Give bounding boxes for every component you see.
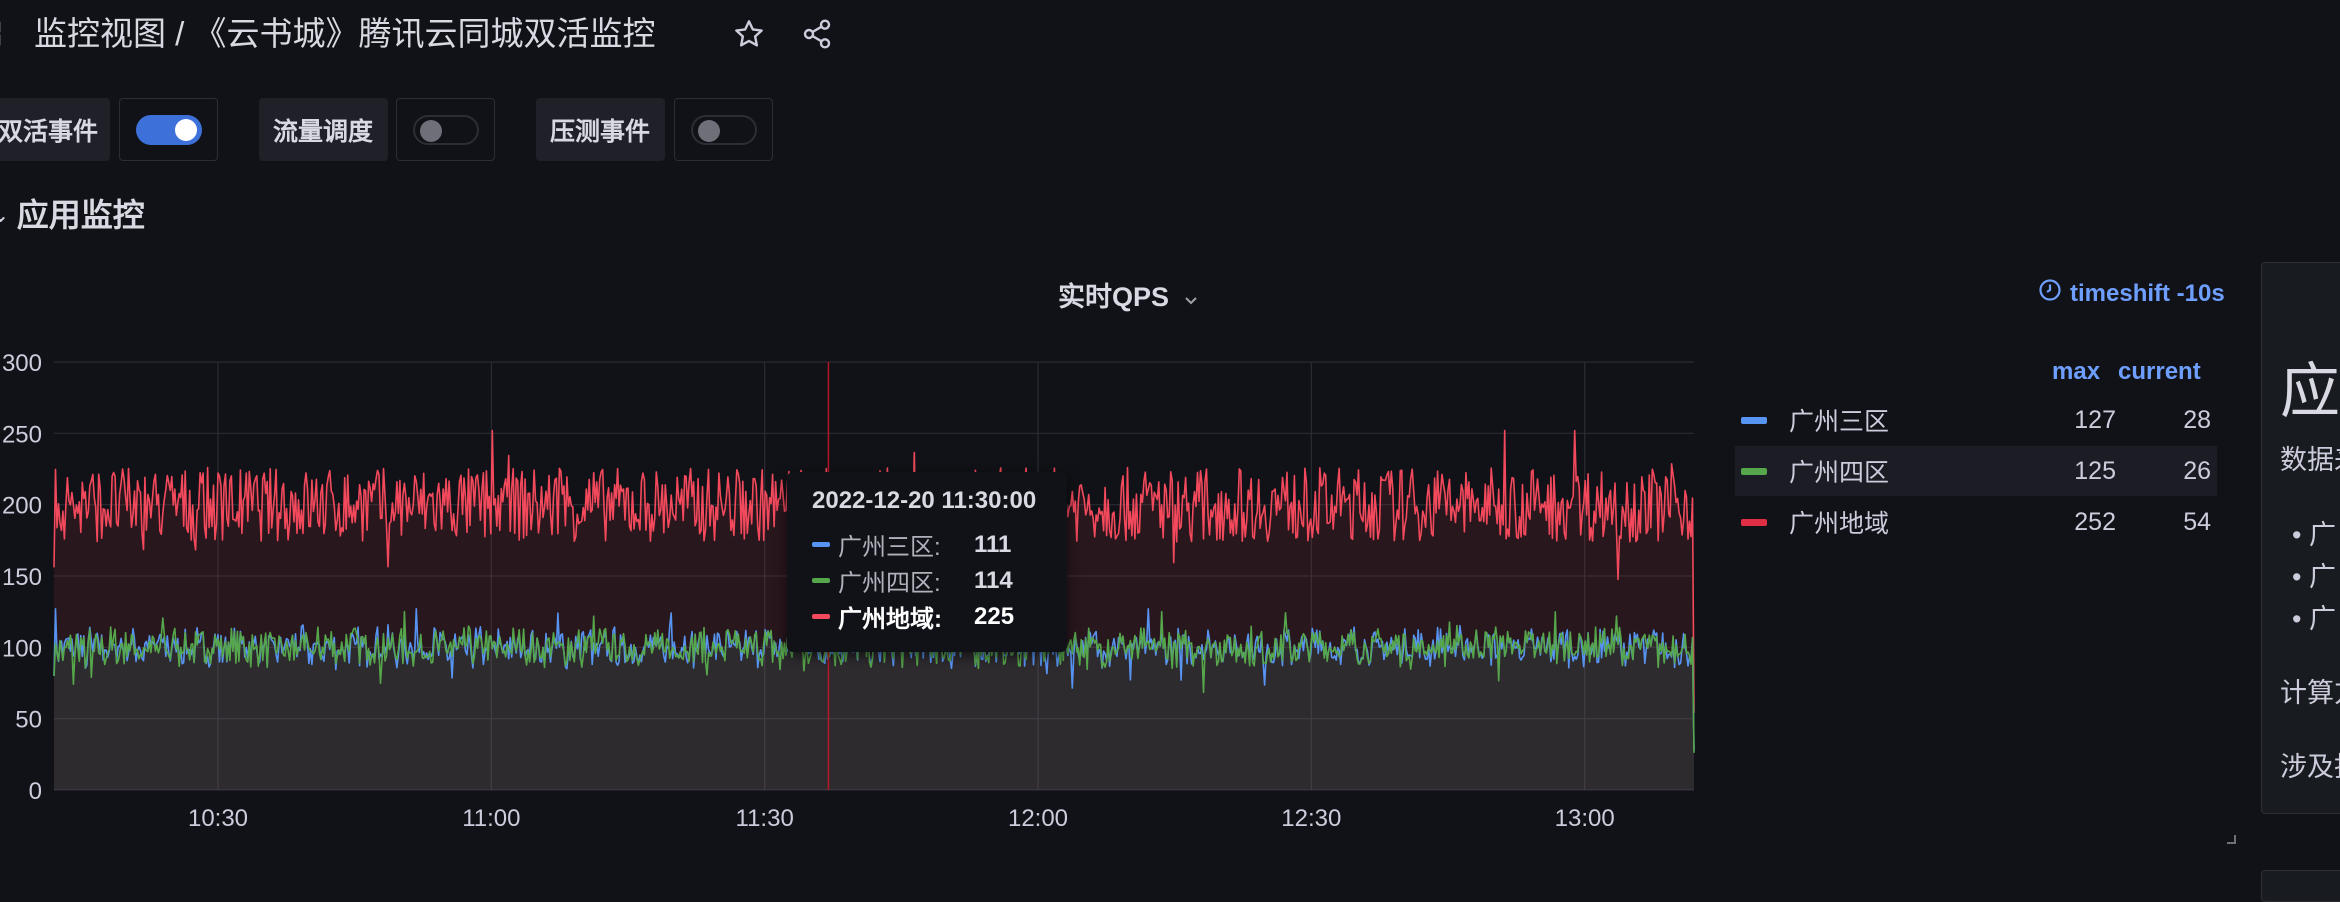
variable-label-traffic-scheduling: 流量调度: [259, 98, 388, 161]
toggle-switch[interactable]: [691, 115, 757, 145]
text-panel-app-description: 应用 数据来 • 广 • 广 • 广 计算方 涉及指: [2261, 262, 2340, 814]
chart-tooltip: 2022-12-20 11:30:00 广州三区: 111 广州四区: 114 …: [787, 472, 1067, 652]
panel-title[interactable]: 实时QPS: [1058, 275, 1199, 314]
legend-swatch: [1741, 467, 1767, 475]
legend-swatch: [1741, 518, 1767, 526]
legend-series-name: 广州三区: [1789, 408, 1890, 436]
y-axis-ticks: 300 250 200 150 100 50 0: [2, 350, 42, 805]
y-tick-label: 50: [15, 707, 42, 734]
legend-swatch: [1741, 416, 1767, 424]
x-tick-label: 12:00: [1008, 805, 1068, 832]
tooltip-swatch: [812, 578, 830, 583]
timeshift-text: timeshift -10s: [2070, 279, 2225, 307]
legend-current-value: 54: [2183, 507, 2211, 536]
panel-title-text: 实时QPS: [1058, 282, 1170, 312]
tooltip-value: 111: [974, 530, 1012, 558]
y-tick-label: 200: [2, 493, 42, 520]
row-header-app-monitoring[interactable]: ⌄ 应用监控: [0, 190, 145, 236]
chevron-down-icon: ⌄: [0, 205, 9, 227]
text-panel-list-item: • 广: [2292, 604, 2336, 634]
tooltip-series-name: 广州三区:: [838, 534, 941, 561]
y-tick-label: 100: [2, 635, 42, 662]
toggle-switch[interactable]: [413, 115, 479, 145]
panel-stub: [2261, 870, 2340, 902]
chevron-down-icon: [1183, 283, 1199, 314]
legend-header-current[interactable]: current: [2118, 358, 2201, 385]
tooltip-value: 114: [974, 566, 1013, 594]
text-panel-line: 涉及指: [2280, 752, 2340, 782]
legend-item-guangzhou-3[interactable]: 广州三区 127 28: [1735, 395, 2217, 445]
toggle-knob: [175, 119, 197, 141]
chart-grid: [54, 361, 1694, 791]
x-tick-label: 10:30: [188, 805, 248, 832]
legend-series-name: 广州四区: [1789, 459, 1890, 487]
tooltip-row: 广州三区: 111: [812, 527, 1011, 562]
y-tick-label: 250: [2, 421, 42, 448]
tooltip-value: 225: [974, 602, 1015, 630]
text-panel-line: 数据来: [2280, 445, 2340, 475]
legend-item-guangzhou-4[interactable]: 广州四区 125 26: [1735, 446, 2217, 496]
legend-max-value: 252: [2074, 507, 2116, 536]
tooltip-row: 广州四区: 114: [812, 563, 1013, 598]
series-area-fill: [54, 608, 1694, 790]
variable-toggle-traffic-scheduling[interactable]: [396, 98, 495, 161]
legend-header-max[interactable]: max: [2052, 358, 2101, 385]
tooltip-row: 广州地域: 225: [812, 599, 1014, 634]
legend-item-guangzhou-region[interactable]: 广州地域 252 54: [1735, 497, 2217, 547]
variable-toggle-active-events[interactable]: [119, 98, 218, 161]
dashboard-title[interactable]: 监控视图 / 《云书城》腾讯云同城双活监控: [34, 15, 656, 52]
x-tick-label: 11:00: [462, 805, 520, 832]
legend-max-value: 125: [2074, 456, 2116, 485]
share-icon[interactable]: [795, 12, 839, 56]
x-tick-label: 12:30: [1281, 805, 1341, 832]
resize-handle-icon[interactable]: [2225, 832, 2237, 850]
row-title: 应用监控: [16, 197, 145, 233]
variable-label-active-events: 双活事件: [0, 98, 110, 161]
y-tick-label: 300: [2, 350, 42, 377]
tooltip-series-name: 广州四区:: [838, 570, 941, 597]
legend-series-name: 广州地域: [1789, 510, 1890, 538]
legend-max-value: 127: [2074, 405, 2116, 434]
text-panel-list-item: • 广: [2292, 520, 2336, 550]
apps-icon[interactable]: [0, 12, 16, 56]
clock-icon: [2038, 278, 2062, 309]
variable-label-stress-test-events: 压测事件: [536, 98, 665, 161]
toggle-knob: [420, 120, 442, 142]
tooltip-swatch: [812, 614, 830, 619]
timeshift-indicator: timeshift -10s: [2038, 278, 2225, 309]
tooltip-series-name: 广州地域:: [838, 606, 942, 633]
toggle-knob: [698, 120, 720, 142]
y-tick-label: 0: [29, 778, 42, 805]
variable-toggle-stress-test-events[interactable]: [674, 98, 773, 161]
toggle-switch[interactable]: [136, 115, 202, 145]
star-icon[interactable]: [727, 12, 771, 56]
dashboard-header: 监控视图 / 《云书城》腾讯云同城双活监控: [0, 0, 2340, 70]
legend-current-value: 26: [2183, 456, 2211, 485]
legend-current-value: 28: [2183, 405, 2211, 434]
x-tick-label: 11:30: [736, 805, 794, 832]
text-panel-heading: 应用: [2280, 358, 2340, 425]
text-panel-line: 计算方: [2280, 678, 2340, 708]
x-tick-label: 13:00: [1555, 805, 1615, 832]
text-panel-list-item: • 广: [2292, 562, 2336, 592]
series-area-fill: [54, 611, 1694, 790]
tooltip-swatch: [812, 542, 830, 547]
tooltip-time: 2022-12-20 11:30:00: [812, 487, 1037, 514]
x-axis-ticks: 10:30 11:00 11:30 12:00 12:30 13:00: [188, 805, 1615, 832]
y-tick-label: 150: [2, 564, 42, 591]
